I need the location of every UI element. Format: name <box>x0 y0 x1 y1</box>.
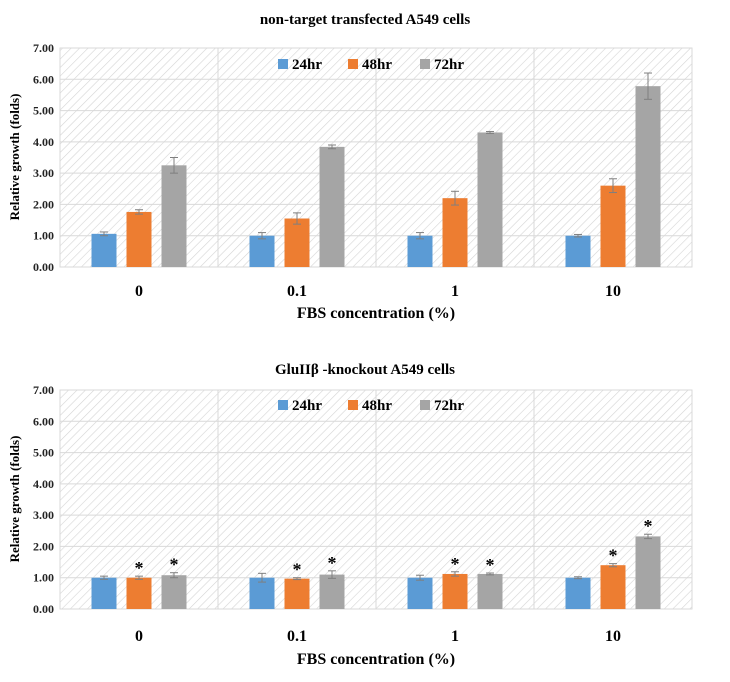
chart-title: non-target transfected A549 cells <box>260 12 471 28</box>
y-tick-label: 3.00 <box>33 508 54 522</box>
legend-swatch-24hr <box>278 59 288 69</box>
y-tick-label: 6.00 <box>33 72 54 86</box>
bar-24hr-0 <box>91 577 117 609</box>
y-tick-label: 4.00 <box>33 135 54 149</box>
legend-label: 24hr <box>292 57 322 73</box>
bar-72hr-0 <box>161 165 187 267</box>
bar-24hr-0.1 <box>249 235 275 267</box>
significance-star: * <box>135 558 144 578</box>
bar-72hr-10 <box>635 86 661 267</box>
chart-knockout: GluIIβ -knockout A549 cells 0.00 1.00 2.… <box>7 362 693 668</box>
legend-swatch-48hr <box>348 59 358 69</box>
x-category-label: 1 <box>451 283 459 300</box>
bar-48hr-10 <box>600 565 626 609</box>
bar-72hr-1 <box>477 132 503 267</box>
x-category-label: 0 <box>135 628 143 645</box>
bars <box>91 72 661 267</box>
bar-48hr-0.1 <box>284 218 310 267</box>
x-category-label: 10 <box>605 283 621 300</box>
significance-star: * <box>293 560 302 580</box>
bar-48hr-1 <box>442 573 468 609</box>
y-tick-labels: 0.00 1.00 2.00 3.00 4.00 5.00 6.00 7.00 <box>33 41 54 274</box>
bar-24hr-1 <box>407 577 433 609</box>
significance-star: * <box>170 555 179 575</box>
legend-swatch-48hr <box>348 400 358 410</box>
y-axis-label: Relative growth (folds) <box>7 436 22 563</box>
bar-72hr-0.1 <box>319 574 345 609</box>
bar-48hr-10 <box>600 185 626 267</box>
chart-title: GluIIβ -knockout A549 cells <box>275 362 455 378</box>
significance-star: * <box>609 546 618 566</box>
x-category-label: 0.1 <box>287 283 307 300</box>
x-category-label: 0.1 <box>287 628 307 645</box>
significance-star: * <box>451 554 460 574</box>
y-tick-label: 7.00 <box>33 383 54 397</box>
legend-label: 48hr <box>362 398 392 414</box>
y-tick-label: 4.00 <box>33 477 54 491</box>
significance-star: * <box>328 553 337 573</box>
chart-non-target: non-target transfected A549 cells 0.00 1… <box>7 12 693 322</box>
y-axis-label: Relative growth (folds) <box>7 94 22 221</box>
x-category-label: 1 <box>451 628 459 645</box>
y-tick-label: 5.00 <box>33 104 54 118</box>
significance-star: * <box>486 555 495 575</box>
bar-24hr-1 <box>407 235 433 267</box>
legend-swatch-24hr <box>278 400 288 410</box>
y-tick-labels: 0.00 1.00 2.00 3.00 4.00 5.00 6.00 7.00 <box>33 383 54 616</box>
x-axis-label: FBS concentration (%) <box>297 305 455 322</box>
legend: 24hr 48hr 72hr <box>278 398 464 414</box>
bar-24hr-0 <box>91 233 117 267</box>
legend-swatch-72hr <box>420 400 430 410</box>
bar-72hr-0 <box>161 575 187 609</box>
y-tick-label: 2.00 <box>33 197 54 211</box>
y-tick-label: 1.00 <box>33 571 54 585</box>
y-tick-label: 0.00 <box>33 260 54 274</box>
y-tick-label: 5.00 <box>33 446 54 460</box>
bar-48hr-0.1 <box>284 578 310 609</box>
x-category-labels: 0 0.1 1 10 <box>135 628 621 645</box>
bar-72hr-0.1 <box>319 146 345 267</box>
legend-label: 48hr <box>362 57 392 73</box>
legend-label: 72hr <box>434 57 464 73</box>
bars: * * * * * * * * <box>91 516 661 609</box>
bar-72hr-10 <box>635 536 661 609</box>
bar-48hr-1 <box>442 198 468 267</box>
y-tick-label: 3.00 <box>33 166 54 180</box>
bar-48hr-0 <box>126 577 152 609</box>
bar-24hr-10 <box>565 235 591 267</box>
x-category-label: 0 <box>135 283 143 300</box>
legend-label: 72hr <box>434 398 464 414</box>
bar-24hr-10 <box>565 577 591 609</box>
y-tick-label: 0.00 <box>33 602 54 616</box>
bar-48hr-0 <box>126 211 152 267</box>
x-axis-label: FBS concentration (%) <box>297 651 455 668</box>
legend-label: 24hr <box>292 398 322 414</box>
bar-24hr-0.1 <box>249 577 275 609</box>
x-category-label: 10 <box>605 628 621 645</box>
legend-swatch-72hr <box>420 59 430 69</box>
legend: 24hr 48hr 72hr <box>278 57 464 73</box>
y-tick-label: 6.00 <box>33 414 54 428</box>
y-tick-label: 1.00 <box>33 229 54 243</box>
significance-star: * <box>644 516 653 536</box>
bar-72hr-1 <box>477 573 503 609</box>
y-tick-label: 7.00 <box>33 41 54 55</box>
y-tick-label: 2.00 <box>33 539 54 553</box>
x-category-labels: 0 0.1 1 10 <box>135 283 621 300</box>
